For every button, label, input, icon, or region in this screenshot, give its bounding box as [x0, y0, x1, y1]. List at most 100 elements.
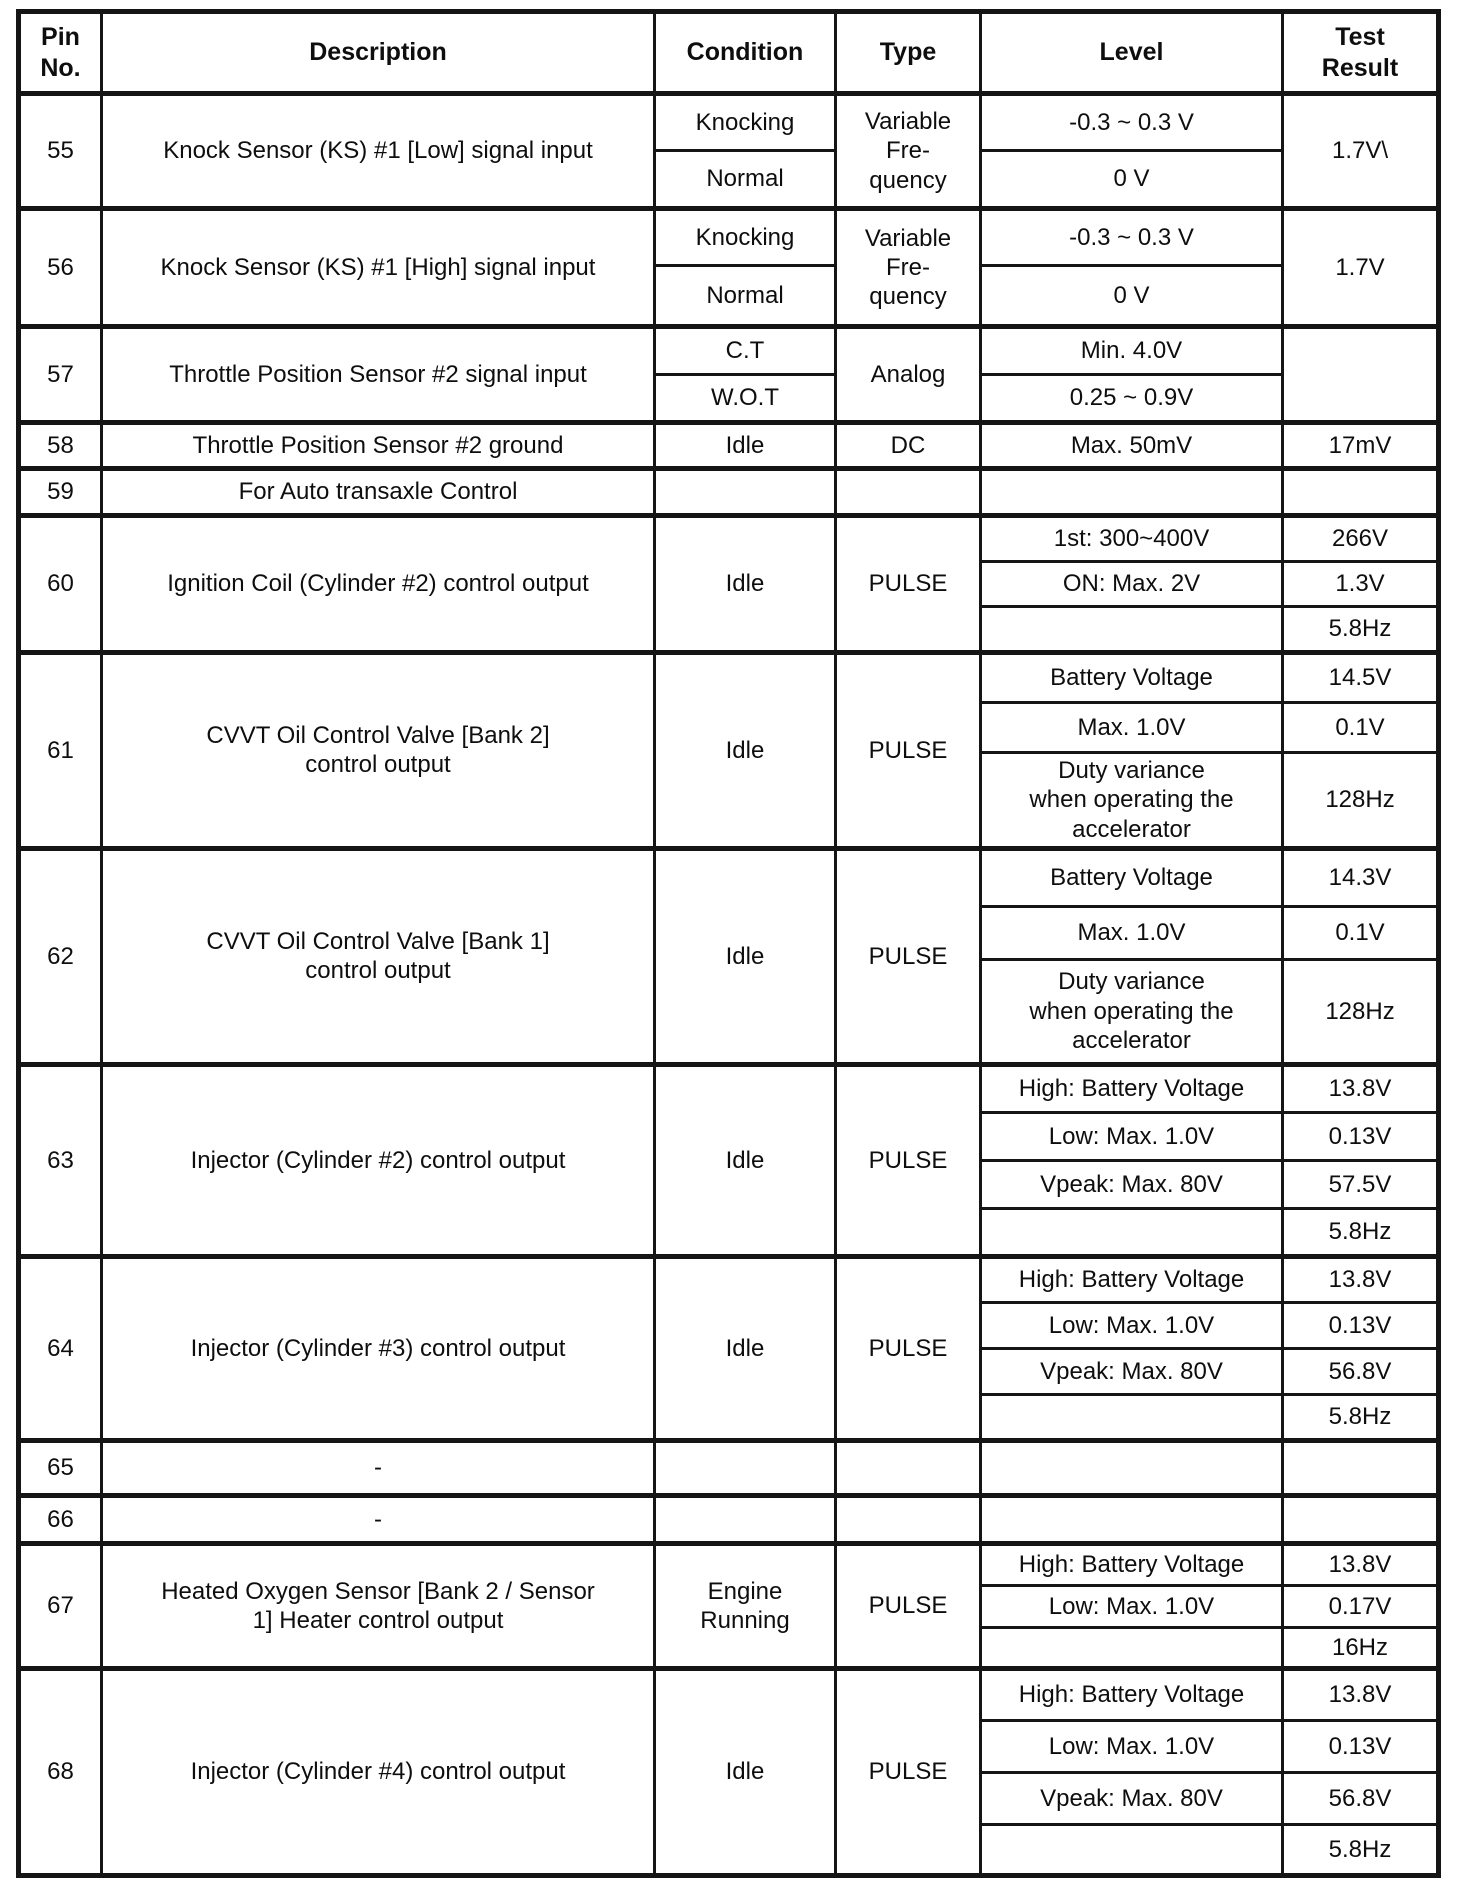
condition: Normal — [653, 264, 837, 328]
level: Duty variance when operating the acceler… — [979, 957, 1284, 1066]
level: High: Battery Voltage — [979, 1253, 1284, 1304]
level: 0.25 ~ 0.9V — [979, 373, 1284, 424]
table-row: 55 Knock Sensor (KS) #1 [Low] signal inp… — [17, 91, 1440, 210]
level: High: Battery Voltage — [979, 1540, 1284, 1587]
test-result: 17mV — [1281, 420, 1440, 470]
pin-number: 64 — [17, 1253, 103, 1442]
test-result — [1281, 324, 1440, 424]
level: Low: Max. 1.0V — [979, 1583, 1284, 1629]
description: Throttle Position Sensor #2 signal input — [100, 324, 656, 424]
col-header-pin-no: Pin No. — [17, 10, 103, 96]
condition: W.O.T — [653, 373, 837, 424]
test-result: 1.3V — [1281, 560, 1440, 608]
signal-type: PULSE — [834, 1540, 982, 1670]
signal-type: DC — [834, 420, 982, 470]
level: -0.3 ~ 0.3 V — [979, 206, 1284, 267]
test-result: 13.8V — [1281, 1665, 1440, 1722]
test-result: 14.5V — [1281, 650, 1440, 704]
description: Knock Sensor (KS) #1 [Low] signal input — [100, 91, 656, 210]
table-row: Duty variance when operating the acceler… — [19, 957, 1440, 1066]
table-row: 68 Injector (Cylinder #4) control output… — [17, 1665, 1440, 1877]
level: Max. 1.0V — [979, 701, 1284, 754]
test-result: 0.17V — [1281, 1583, 1440, 1629]
signal-type: Analog — [834, 324, 982, 424]
test-result: 1.7V — [1281, 206, 1440, 328]
pin-number: 63 — [17, 1061, 103, 1258]
test-result: 0.13V — [1281, 1110, 1440, 1162]
table-row: 63 Injector (Cylinder #2) control output… — [17, 1061, 1440, 1258]
pin-number: 60 — [17, 513, 103, 654]
table-row: Vpeak: Max. 80V 57.5V — [19, 1158, 1440, 1210]
condition: Idle — [653, 420, 837, 470]
signal-type — [834, 1437, 982, 1497]
pin-number: 58 — [17, 420, 103, 470]
pin-number: 55 — [17, 91, 103, 210]
level — [979, 1437, 1284, 1497]
table-row: 5.8Hz — [19, 1822, 1440, 1877]
signal-type: PULSE — [834, 650, 982, 850]
test-result: 0.13V — [1281, 1300, 1440, 1350]
signal-type: PULSE — [834, 513, 982, 654]
signal-type: PULSE — [834, 1061, 982, 1258]
table-row: 57 Throttle Position Sensor #2 signal in… — [17, 324, 1440, 424]
test-result: 14.3V — [1281, 845, 1440, 908]
condition — [653, 466, 837, 517]
test-result: 57.5V — [1281, 1158, 1440, 1210]
table-row: Normal 0 V — [19, 149, 1439, 210]
level: ON: Max. 2V — [979, 560, 1284, 608]
level: 0 V — [979, 149, 1284, 210]
test-result — [1281, 466, 1440, 517]
description: - — [100, 1437, 656, 1497]
table-row: 64 Injector (Cylinder #3) control output… — [17, 1253, 1440, 1442]
description: For Auto transaxle Control — [100, 466, 656, 517]
level: Vpeak: Max. 80V — [979, 1770, 1284, 1826]
signal-type: Variable Fre- quency — [834, 206, 982, 328]
signal-type — [834, 1492, 982, 1545]
signal-type — [834, 466, 982, 517]
test-result: 56.8V — [1281, 1770, 1440, 1826]
test-result: 13.8V — [1281, 1061, 1440, 1114]
level: 1st: 300~400V — [979, 513, 1284, 563]
signal-type: PULSE — [834, 1253, 982, 1442]
description: - — [100, 1492, 656, 1545]
col-header-description: Description — [100, 10, 656, 96]
description: Knock Sensor (KS) #1 [High] signal input — [100, 206, 656, 328]
table-row: 5.8Hz — [19, 1206, 1440, 1258]
test-result: 0.13V — [1281, 1718, 1440, 1774]
pin-number: 57 — [17, 324, 103, 424]
level: Duty variance when operating the acceler… — [979, 751, 1284, 850]
test-result: 0.1V — [1281, 904, 1440, 961]
condition: Idle — [653, 1253, 837, 1442]
level: High: Battery Voltage — [979, 1061, 1284, 1114]
test-result: 56.8V — [1281, 1346, 1440, 1396]
test-result: 5.8Hz — [1281, 1392, 1440, 1442]
test-result: 5.8Hz — [1281, 605, 1440, 654]
pin-number: 62 — [17, 845, 103, 1066]
col-header-condition: Condition — [653, 10, 837, 96]
table-row: 5.8Hz — [19, 1392, 1440, 1442]
condition: Knocking — [653, 206, 837, 267]
level: -0.3 ~ 0.3 V — [979, 91, 1284, 152]
level: 0 V — [979, 264, 1284, 328]
table-row: 62 CVVT Oil Control Valve [Bank 1] contr… — [17, 845, 1440, 1066]
table-row: 61 CVVT Oil Control Valve [Bank 2] contr… — [17, 650, 1440, 850]
test-result: 16Hz — [1281, 1625, 1440, 1670]
level: Low: Max. 1.0V — [979, 1718, 1284, 1774]
test-result: 0.1V — [1281, 701, 1440, 754]
level: Battery Voltage — [979, 650, 1284, 704]
pin-number: 61 — [17, 650, 103, 850]
condition — [653, 1492, 837, 1545]
pin-number: 59 — [17, 466, 103, 517]
level: Max. 1.0V — [979, 904, 1284, 961]
table-row: Duty variance when operating the acceler… — [19, 751, 1440, 850]
description: Heated Oxygen Sensor [Bank 2 / Sensor 1]… — [100, 1540, 656, 1670]
test-result: 5.8Hz — [1281, 1206, 1440, 1258]
table-row: 66 - — [17, 1492, 1440, 1545]
table-row: Max. 1.0V 0.1V — [19, 701, 1440, 754]
table-row: 59 For Auto transaxle Control — [17, 466, 1440, 517]
level — [979, 1206, 1284, 1258]
test-result — [1281, 1492, 1440, 1545]
condition: Idle — [653, 513, 837, 654]
level: Vpeak: Max. 80V — [979, 1158, 1284, 1210]
